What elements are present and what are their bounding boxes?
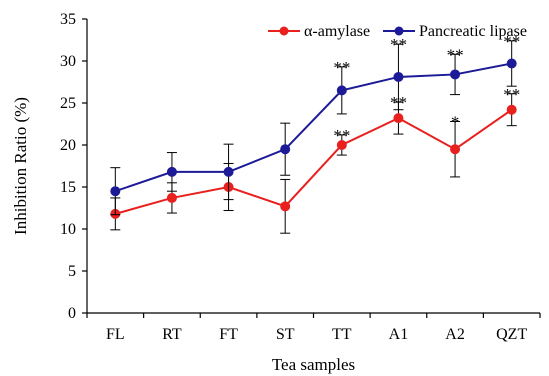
y-tick-label: 20	[60, 137, 76, 154]
legend-marker	[394, 26, 404, 36]
y-axis-title: Inhibition Ratio (%)	[11, 97, 30, 235]
x-tick-label: A2	[445, 326, 465, 343]
x-axis-title: Tea samples	[272, 355, 355, 374]
x-tick-label: FL	[106, 326, 125, 343]
y-tick-label: 0	[68, 305, 76, 322]
data-point	[223, 166, 234, 177]
x-tick-label: QZT	[496, 326, 527, 343]
y-tick-label: 30	[60, 53, 76, 70]
significance-label: **	[447, 45, 464, 64]
data-point	[506, 58, 517, 69]
significance-label: **	[390, 35, 407, 54]
legend-marker	[279, 26, 289, 36]
data-point	[110, 186, 121, 197]
significance-label: **	[503, 32, 520, 51]
series-0: *******	[110, 85, 520, 234]
data-point	[280, 201, 291, 212]
y-tick-label: 10	[60, 221, 76, 238]
series-line	[115, 108, 513, 215]
significance-label: **	[333, 58, 350, 77]
data-point	[393, 113, 404, 124]
data-point	[393, 71, 404, 82]
significance-label: **	[333, 126, 350, 145]
y-tick-label: 5	[68, 263, 76, 280]
x-tick-label: ST	[276, 326, 295, 343]
series-line	[114, 62, 512, 193]
x-tick-label: TT	[332, 326, 352, 343]
data-point	[450, 69, 461, 80]
y-tick-label: 25	[60, 95, 76, 112]
data-point	[280, 144, 291, 155]
x-tick-label: FT	[219, 326, 238, 343]
data-point	[450, 144, 461, 155]
data-point	[506, 104, 517, 115]
x-tick-label: A1	[389, 326, 409, 343]
significance-label: *	[451, 112, 460, 131]
y-tick-label: 15	[60, 179, 76, 196]
legend-label: α-amylase	[304, 23, 370, 40]
legend: α-amylase Pancreatic lipase	[268, 23, 527, 40]
series-1: ** ** ** **	[110, 32, 520, 216]
legend-label: Pancreatic lipase	[419, 23, 527, 40]
data-point	[166, 166, 177, 177]
y-tick-label: 35	[60, 11, 76, 28]
significance-label: **	[503, 85, 520, 104]
data-point	[166, 192, 177, 203]
data-point	[336, 85, 347, 96]
data-point	[336, 140, 347, 150]
x-tick-label: RT	[162, 326, 182, 343]
